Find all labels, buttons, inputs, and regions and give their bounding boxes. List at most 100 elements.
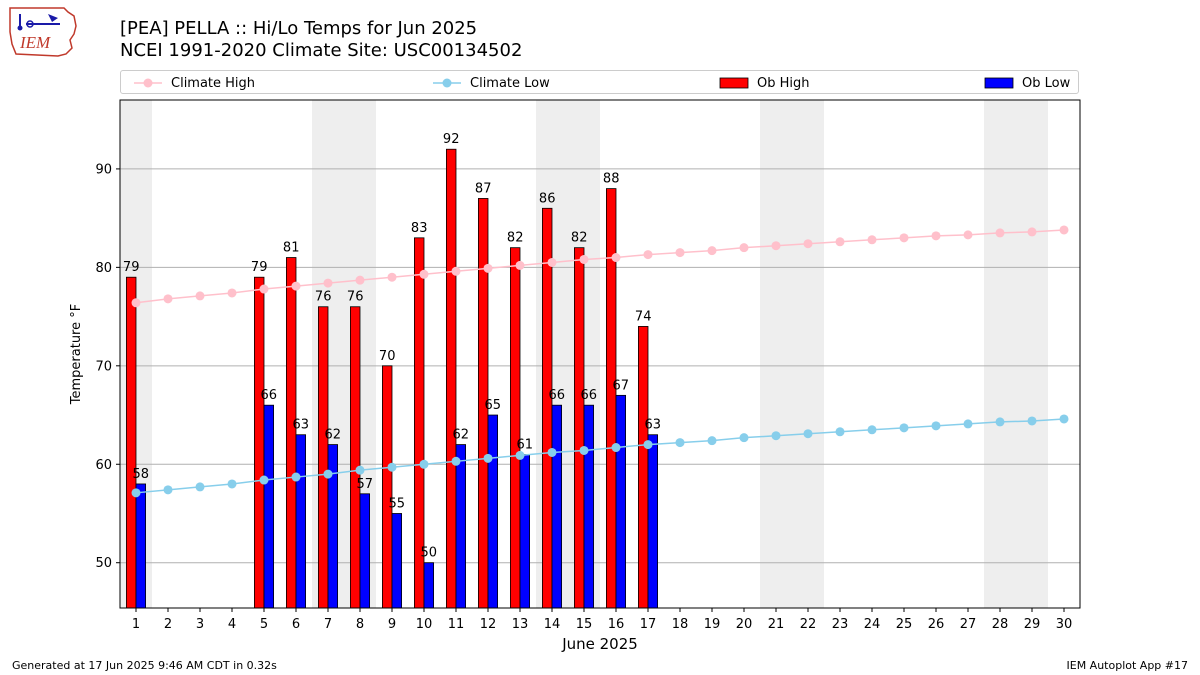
ob-low-bar: [615, 394, 627, 609]
ob-high-value-label: 86: [539, 191, 556, 206]
legend-swatch-bar-icon: [719, 77, 749, 89]
ob-low-value-label: 63: [645, 418, 662, 433]
x-tick-label: 9: [388, 617, 396, 632]
climate-low-point: [675, 438, 685, 448]
climate-high-point: [163, 294, 173, 304]
legend-label-ob-high: Ob High: [757, 75, 810, 91]
climate-low-point: [163, 485, 173, 495]
climate-low-point: [227, 479, 237, 489]
ob-low-bar: [551, 404, 563, 609]
ob-low-bar: [359, 493, 371, 609]
chart-legend: Climate High Climate Low Ob High Ob Low: [120, 70, 1079, 94]
ob-high-bar: [606, 188, 617, 609]
legend-item-climate-low: Climate Low: [432, 73, 550, 93]
climate-high-point: [419, 269, 429, 279]
x-tick-label: 19: [704, 617, 721, 632]
ob-high-value-label: 88: [603, 172, 620, 187]
y-tick-label: 60: [95, 458, 112, 473]
y-tick-label: 90: [95, 162, 112, 177]
climate-high-point: [931, 231, 941, 241]
ob-low-bar: [583, 404, 595, 609]
climate-low-point: [547, 447, 557, 457]
ob-low-value-label: 57: [357, 477, 374, 492]
ob-low-bar: [423, 562, 435, 609]
climate-low-point: [451, 456, 461, 466]
climate-low-point: [995, 417, 1005, 427]
ob-high-bar: [638, 326, 649, 609]
climate-high-point: [355, 275, 365, 285]
iowa-outline-icon: [9, 7, 77, 57]
ob-high-value-label: 82: [507, 231, 524, 246]
climate-low-point: [291, 472, 301, 482]
ob-high-value-label: 82: [571, 231, 588, 246]
y-tick-label: 50: [95, 556, 112, 571]
x-tick-label: 2: [164, 617, 172, 632]
climate-high-point: [579, 254, 589, 264]
climate-low-point: [1027, 416, 1037, 426]
legend-swatch-line-icon: [134, 78, 162, 88]
ob-high-value-label: 79: [251, 260, 268, 275]
climate-high-point: [707, 246, 717, 256]
x-tick-label: 12: [480, 617, 497, 632]
ob-low-value-label: 58: [133, 467, 150, 482]
legend-label-ob-low: Ob Low: [1022, 75, 1071, 91]
climate-low-point: [771, 431, 781, 441]
ob-low-value-label: 66: [261, 388, 278, 403]
x-tick-label: 18: [672, 617, 689, 632]
climate-high-line: [135, 229, 1065, 304]
ob-low-bar: [455, 444, 467, 609]
ob-high-bar: [509, 247, 521, 609]
climate-high-point: [451, 266, 461, 276]
legend-item-ob-low: Ob Low: [984, 73, 1070, 93]
x-tick-label: 1: [132, 617, 140, 632]
climate-high-point: [899, 233, 909, 243]
climate-high-point: [995, 228, 1005, 238]
climate-high-point: [675, 248, 685, 258]
climate-high-point: [547, 257, 557, 267]
climate-low-point: [515, 450, 525, 460]
x-tick-label: 30: [1056, 617, 1073, 632]
x-tick-label: 10: [416, 617, 433, 632]
ob-high-bar: [126, 276, 137, 609]
ob-low-value-label: 66: [549, 388, 566, 403]
ob-low-value-label: 50: [421, 546, 438, 561]
climate-high-point: [1027, 227, 1037, 237]
climate-low-point: [611, 443, 621, 453]
ob-low-bar: [263, 404, 275, 609]
logo-text: IEM: [19, 33, 51, 52]
climate-high-point: [227, 288, 237, 298]
climate-high-point: [387, 272, 397, 282]
x-tick-label: 27: [960, 617, 977, 632]
legend-label-climate-high: Climate High: [171, 75, 256, 91]
x-axis-label: June 2025: [561, 635, 638, 653]
legend-item-ob-high: Ob High: [719, 73, 810, 93]
x-tick-label: 21: [768, 617, 785, 632]
x-tick-label: 17: [640, 617, 657, 632]
x-tick-label: 6: [292, 617, 300, 632]
climate-low-point: [739, 433, 749, 443]
ob-high-value-label: 92: [443, 132, 460, 147]
climate-high-point: [835, 237, 845, 247]
climate-high-point: [611, 253, 621, 263]
x-tick-label: 20: [736, 617, 753, 632]
ob-high-bar: [381, 365, 393, 609]
climate-high-point: [643, 250, 653, 260]
x-tick-label: 29: [1024, 617, 1041, 632]
climate-low-point: [131, 488, 141, 498]
ob-low-value-label: 62: [325, 428, 342, 443]
climate-high-point: [259, 284, 269, 294]
ob-high-value-label: 70: [379, 349, 396, 364]
x-tick-label: 3: [196, 617, 204, 632]
x-tick-label: 28: [992, 617, 1009, 632]
weekend-band: [760, 100, 824, 608]
ob-high-bar: [542, 207, 553, 609]
ob-low-value-label: 65: [485, 398, 502, 413]
ob-high-value-label: 83: [411, 221, 428, 236]
x-tick-label: 16: [608, 617, 625, 632]
ob-low-bar: [487, 414, 499, 609]
climate-low-point: [867, 425, 877, 435]
footer-app-text: IEM Autoplot App #17: [1066, 659, 1189, 672]
climate-high-point: [291, 281, 301, 291]
climate-low-point: [579, 445, 589, 455]
climate-high-point: [771, 241, 781, 251]
